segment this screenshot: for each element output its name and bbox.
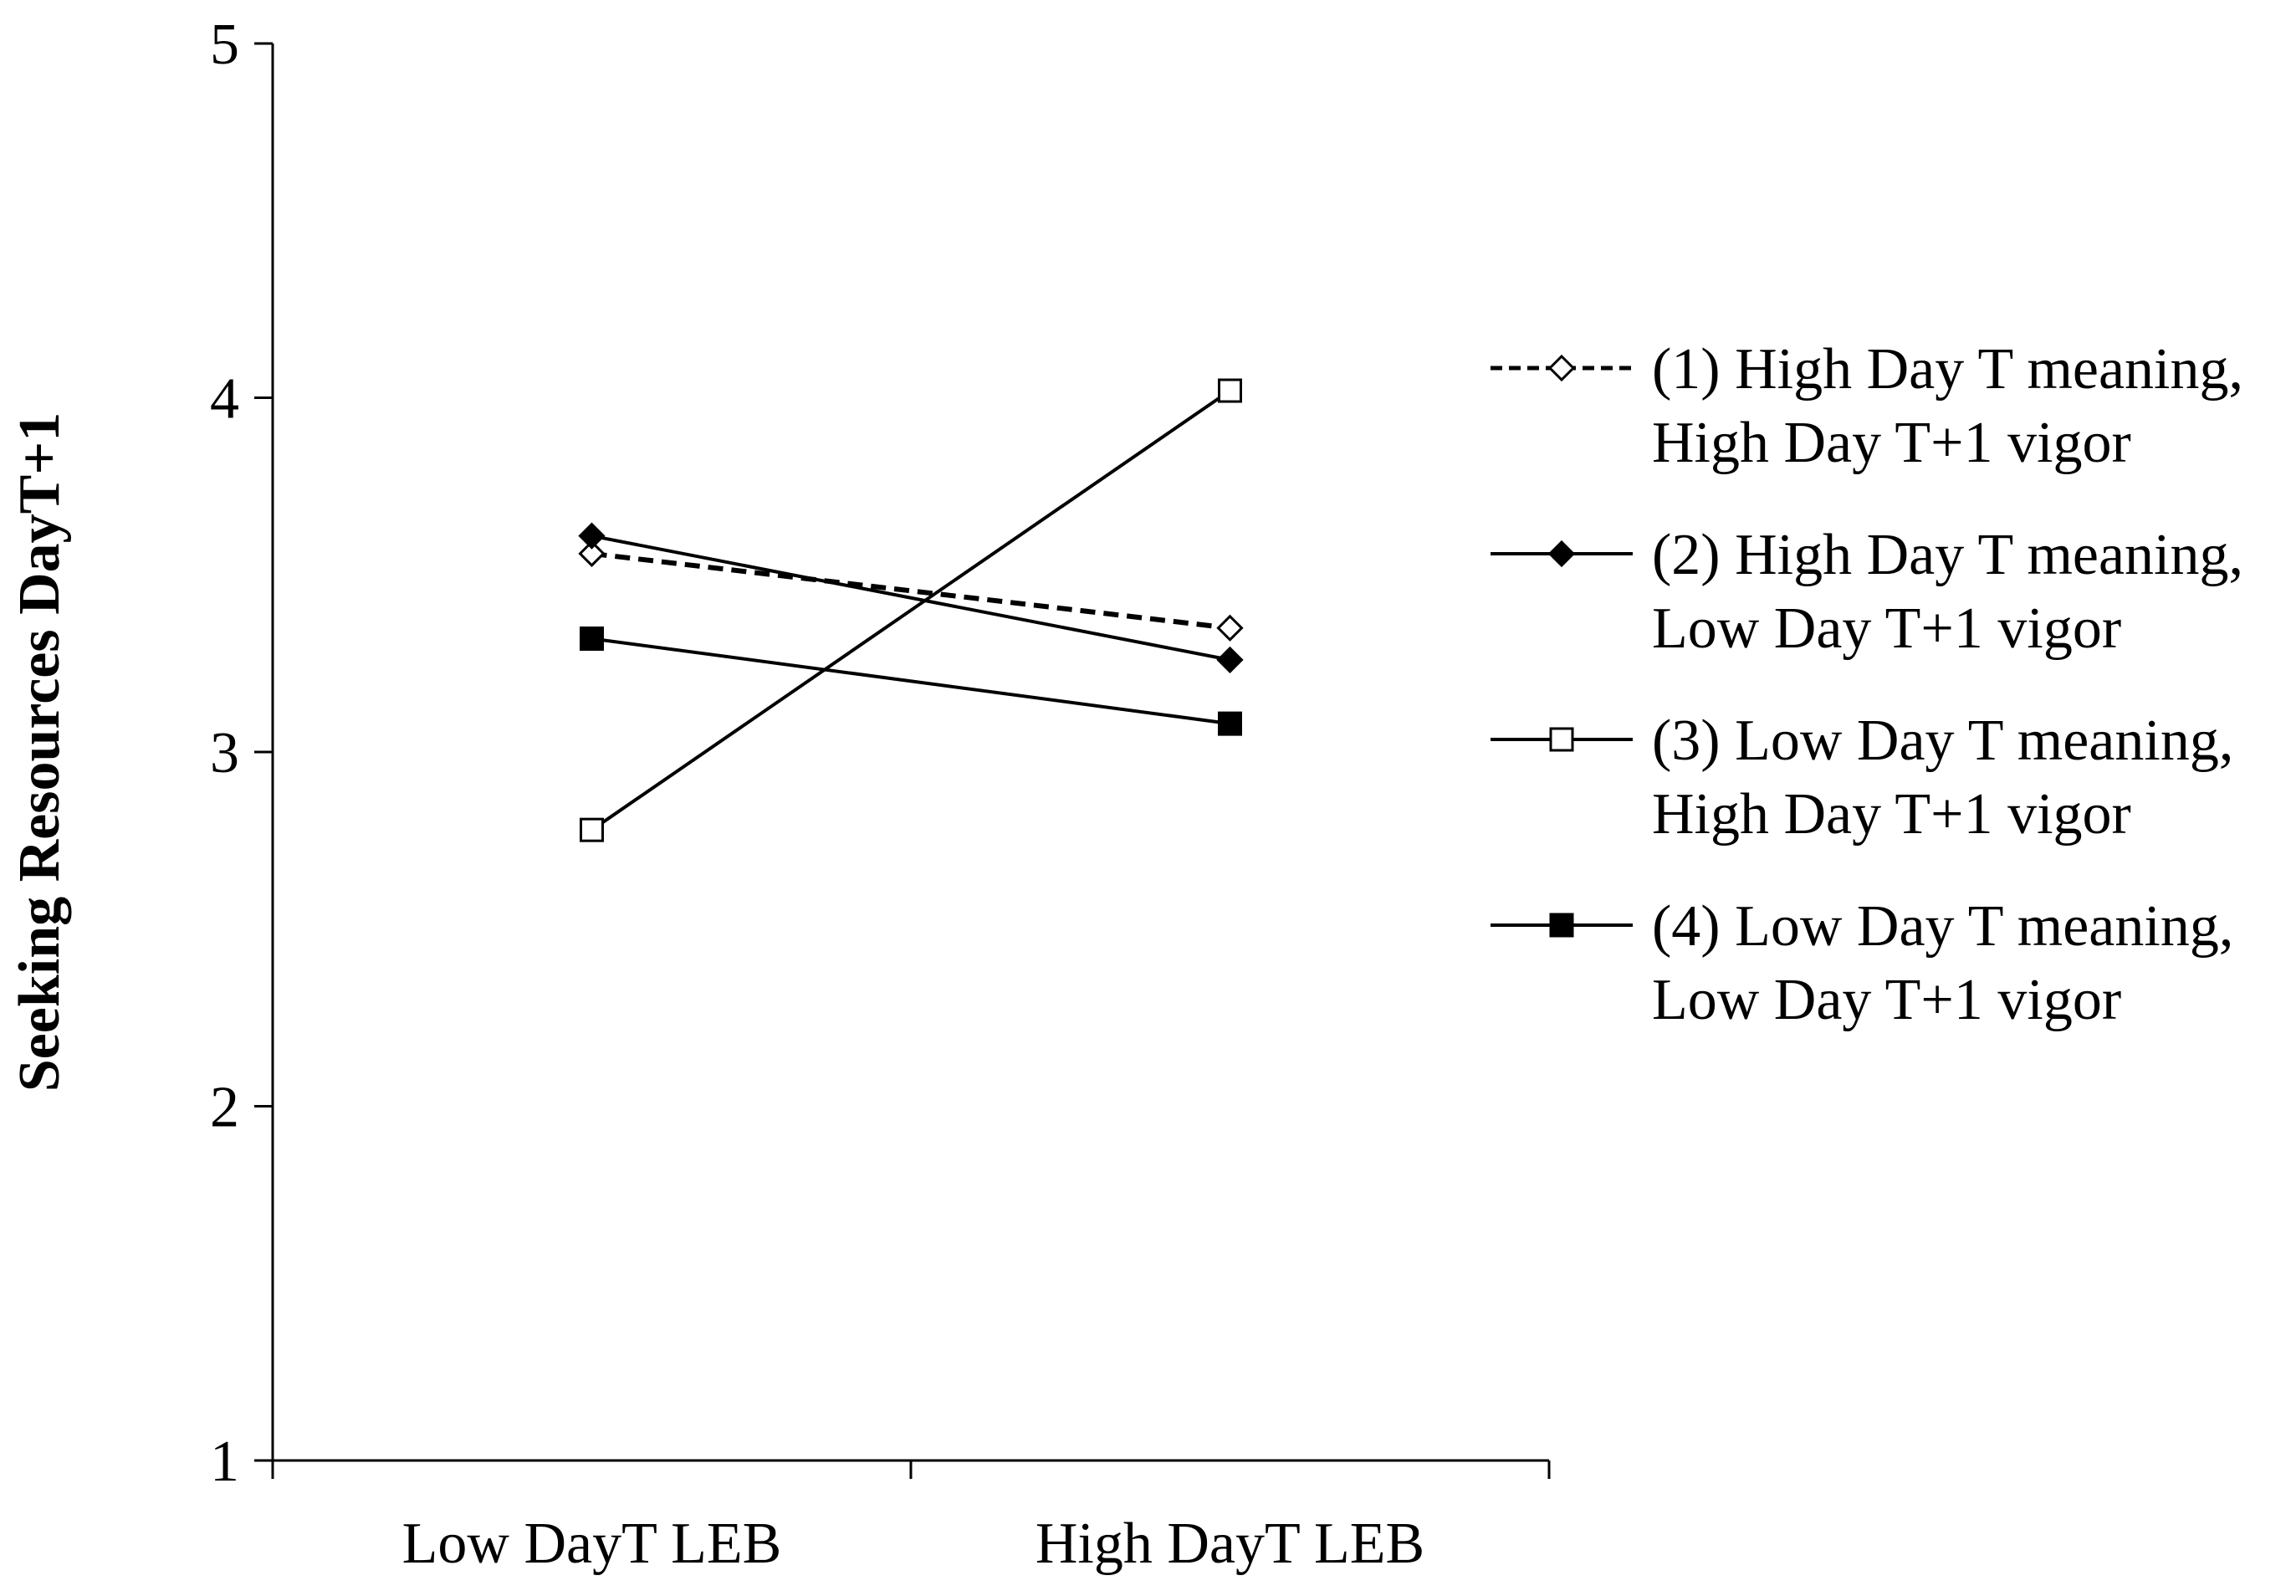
- axes: 1 2 3 4 5 Low DayT LEB High DayT LEB Seeking Re…: [8, 13, 1551, 1576]
- x-tick-label: High DayT LEB: [1036, 1512, 1424, 1576]
- series-2: [578, 522, 1244, 674]
- data-point: [1218, 711, 1242, 736]
- legend-item-2: (2) High Day T meaning, Low Day T+1 vigor: [1491, 523, 2243, 661]
- y-tick-label: 2: [210, 1076, 239, 1140]
- series-line: [591, 637, 1230, 726]
- legend-label: High Day T+1 vigor: [1652, 411, 2131, 475]
- legend-label: (2) High Day T meaning,: [1652, 523, 2243, 587]
- legend-item-3: (3) Low Day T meaning, High Day T+1 vigor: [1491, 708, 2233, 847]
- series-line: [591, 389, 1231, 831]
- legend-label: High Day T+1 vigor: [1652, 782, 2131, 847]
- legend-label: (4) Low Day T meaning,: [1652, 894, 2233, 959]
- y-axis-title: Seeking Resources DayT+1: [8, 412, 72, 1092]
- series-line: [591, 550, 1230, 631]
- x-tick-label: Low DayT LEB: [402, 1512, 782, 1576]
- plot-area: [578, 378, 1244, 842]
- series-line: [591, 534, 1230, 662]
- legend-label: (1) High Day T meaning,: [1652, 337, 2243, 402]
- data-point: [1216, 646, 1244, 674]
- legend-item-4: (4) Low Day T meaning, Low Day T+1 vigor: [1491, 894, 2233, 1032]
- legend-swatch-marker: [1549, 727, 1574, 752]
- y-tick-label: 3: [210, 721, 239, 785]
- legend-label: Low Day T+1 vigor: [1652, 968, 2121, 1032]
- legend-item-1: (1) High Day T meaning, High Day T+1 vigo…: [1491, 337, 2243, 475]
- data-point: [578, 522, 606, 550]
- data-point: [580, 817, 604, 842]
- y-tick-label: 5: [210, 13, 239, 77]
- data-point: [580, 626, 604, 651]
- legend: (1) High Day T meaning, High Day T+1 vigo…: [1491, 337, 2243, 1032]
- legend-swatch-marker: [1547, 354, 1576, 382]
- legend-label: Low Day T+1 vigor: [1652, 596, 2121, 661]
- legend-swatch-marker: [1547, 540, 1576, 568]
- series-4: [580, 626, 1242, 736]
- data-point: [1218, 378, 1242, 403]
- data-point: [578, 540, 606, 567]
- legend-label: (3) Low Day T meaning,: [1652, 708, 2233, 773]
- legend-swatch-marker: [1549, 913, 1574, 938]
- y-tick-label: 4: [210, 367, 239, 432]
- series-1: [578, 540, 1244, 642]
- series-3: [580, 378, 1242, 842]
- data-point: [1216, 614, 1244, 642]
- y-tick-label: 1: [210, 1430, 239, 1494]
